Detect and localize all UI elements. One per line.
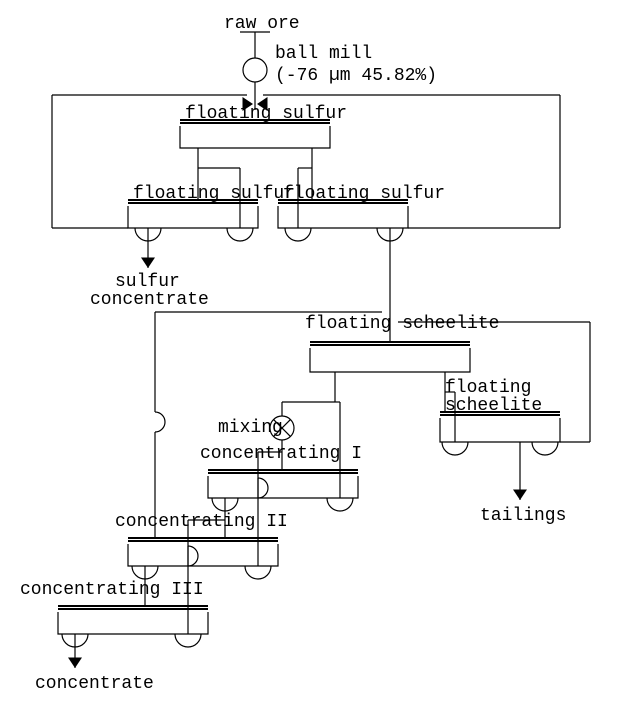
label-conc2: concentrating II: [115, 512, 288, 532]
label-concentrate: concentrate: [35, 674, 154, 694]
label-ball_mill: ball mill: [275, 44, 372, 64]
label-conc3: concentrating III: [20, 580, 204, 600]
label-raw_ore: raw ore: [224, 14, 300, 34]
label-float_scheel_l1: floating: [445, 378, 531, 398]
label-conc1: concentrating I: [200, 444, 362, 464]
label-tailings: tailings: [480, 506, 566, 526]
label-sulfur_conc_l1: sulfur: [115, 272, 180, 292]
ball-mill-icon: [243, 58, 267, 82]
label-mixing: mixing: [218, 418, 283, 438]
label-grind_spec: (-76 µm 45.82%): [275, 66, 437, 86]
label-float_scheel: floating scheelite: [305, 314, 499, 334]
label-sulfur_conc_l2: concentrate: [90, 290, 209, 310]
